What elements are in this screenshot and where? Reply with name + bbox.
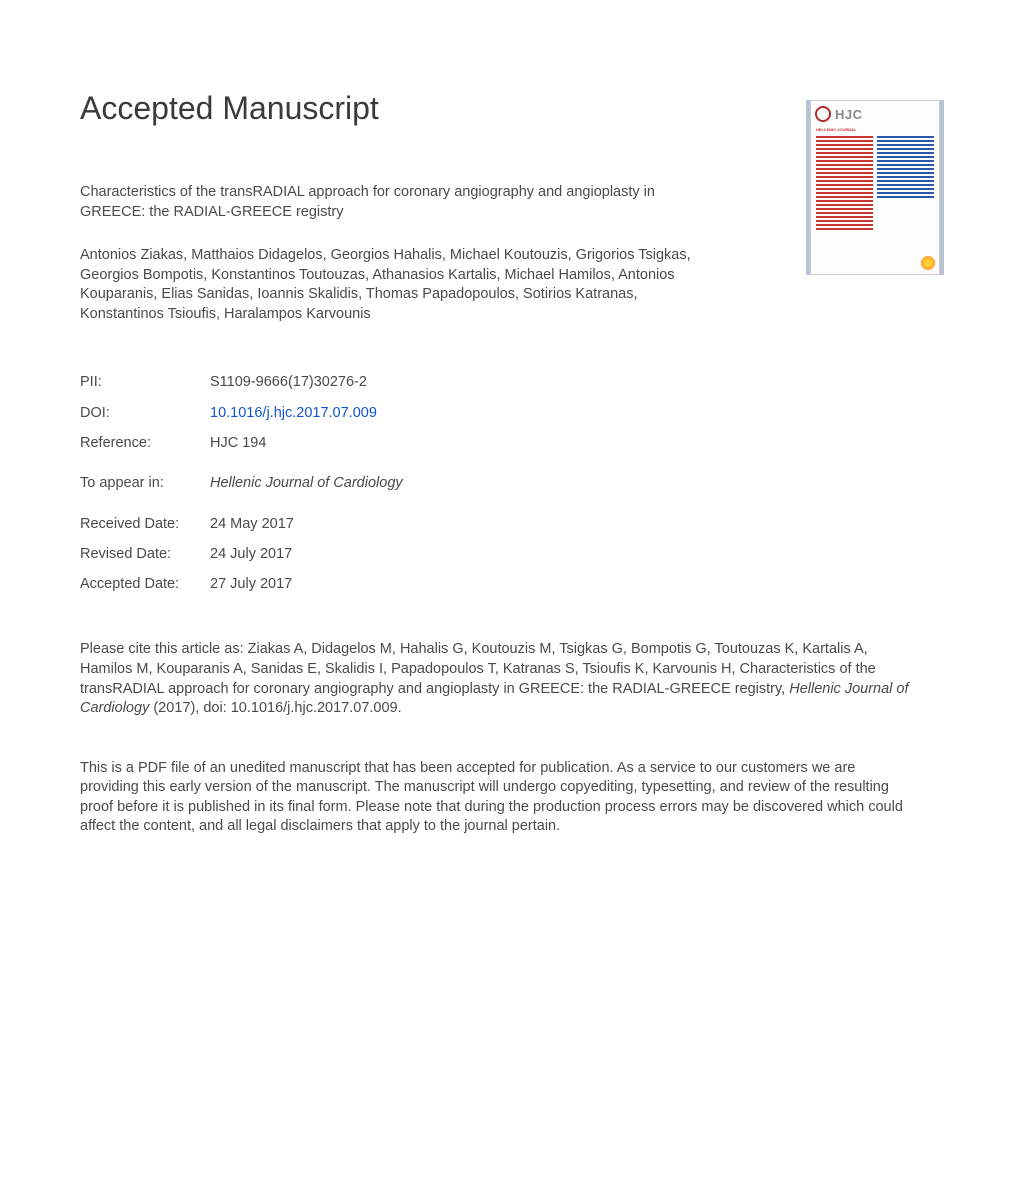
- meta-row-received: Received Date: 24 May 2017: [80, 514, 940, 534]
- citation-suffix: (2017), doi: 10.1016/j.hjc.2017.07.009.: [149, 700, 401, 716]
- appear-value: Hellenic Journal of Cardiology: [210, 473, 403, 493]
- thumb-col-left: [816, 136, 873, 232]
- journal-cover-thumbnail: HJC HELLENIC JOURNAL: [810, 100, 940, 275]
- meta-row-pii: PII: S1109-9666(17)30276-2: [80, 372, 940, 392]
- disclaimer-text: This is a PDF file of an unedited manusc…: [80, 759, 915, 837]
- pii-value: S1109-9666(17)30276-2: [210, 372, 367, 392]
- reference-label: Reference:: [80, 433, 210, 453]
- meta-row-doi: DOI: 10.1016/j.hjc.2017.07.009: [80, 403, 940, 423]
- meta-row-revised: Revised Date: 24 July 2017: [80, 544, 940, 564]
- revised-value: 24 July 2017: [210, 544, 292, 564]
- doi-link[interactable]: 10.1016/j.hjc.2017.07.009: [210, 403, 377, 423]
- meta-row-accepted: Accepted Date: 27 July 2017: [80, 574, 940, 594]
- thumb-header: HJC: [811, 101, 939, 127]
- received-label: Received Date:: [80, 514, 210, 534]
- accepted-label: Accepted Date:: [80, 574, 210, 594]
- journal-logo-icon: [815, 106, 831, 122]
- thumb-title-text: HELLENIC JOURNAL: [811, 127, 939, 134]
- thumb-col-right: [877, 136, 934, 232]
- citation-text: Please cite this article as: Ziakas A, D…: [80, 640, 910, 718]
- citation-prefix: Please cite this article as: Ziakas A, D…: [80, 641, 876, 696]
- doi-label: DOI:: [80, 403, 210, 423]
- accepted-value: 27 July 2017: [210, 574, 292, 594]
- meta-row-reference: Reference: HJC 194: [80, 433, 940, 453]
- revised-label: Revised Date:: [80, 544, 210, 564]
- metadata-table: PII: S1109-9666(17)30276-2 DOI: 10.1016/…: [80, 372, 940, 594]
- journal-abbrev: HJC: [835, 107, 863, 122]
- reference-value: HJC 194: [210, 433, 266, 453]
- article-title: Characteristics of the transRADIAL appro…: [80, 183, 690, 222]
- received-value: 24 May 2017: [210, 514, 294, 534]
- pii-label: PII:: [80, 372, 210, 392]
- thumb-content-columns: [811, 134, 939, 234]
- meta-row-appear: To appear in: Hellenic Journal of Cardio…: [80, 473, 940, 493]
- authors-list: Antonios Ziakas, Matthaios Didagelos, Ge…: [80, 246, 720, 324]
- appear-label: To appear in:: [80, 473, 210, 493]
- sun-icon: [921, 256, 935, 270]
